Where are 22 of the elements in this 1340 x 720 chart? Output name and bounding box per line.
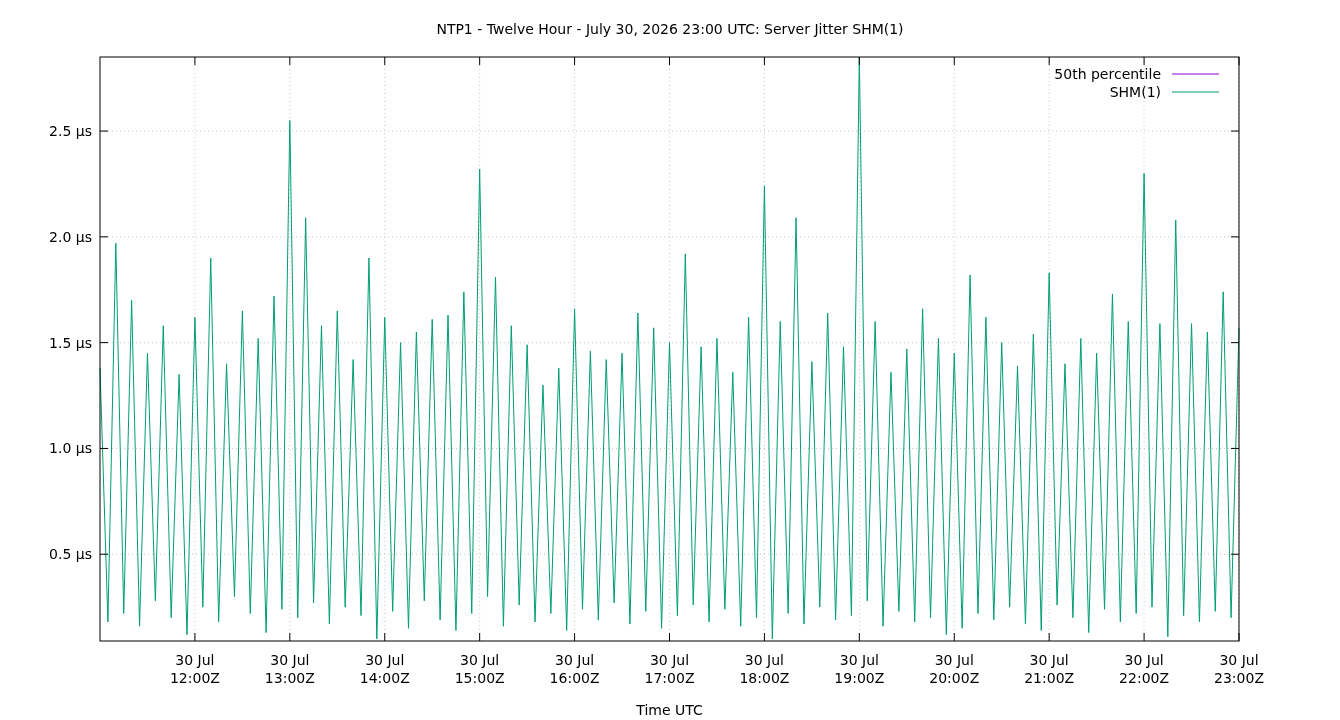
line-series bbox=[99, 56, 1240, 640]
y-tick-label: 0.5 µs bbox=[49, 546, 92, 563]
x-tick-label: 30 Jul 23:00Z bbox=[1214, 652, 1264, 686]
x-tick-label: 30 Jul 13:00Z bbox=[264, 652, 315, 686]
y-tick-label: 2.0 µs bbox=[49, 228, 92, 245]
x-tick-label: 30 Jul 12:00Z bbox=[169, 652, 220, 686]
chart-title: NTP1 - Twelve Hour - July 30, 2026 23:00 UTC: Server Jitter SHM(1) bbox=[436, 21, 904, 37]
y-tick-label: 2.5 µs bbox=[49, 122, 92, 139]
legend-label: 50th percentile bbox=[1054, 65, 1161, 82]
x-axis-title: Time UTC bbox=[635, 702, 703, 718]
y-tick-label: 1.0 µs bbox=[49, 440, 92, 457]
y-tick-label: 1.5 µs bbox=[49, 334, 92, 351]
legend-label: SHM(1) bbox=[1109, 83, 1161, 100]
x-tick-label: 30 Jul 22:00Z bbox=[1119, 652, 1170, 686]
x-tick-label: 30 Jul 15:00Z bbox=[454, 652, 505, 686]
x-tick-label: 30 Jul 16:00Z bbox=[549, 652, 600, 686]
x-tick-label: 30 Jul 20:00Z bbox=[929, 652, 980, 686]
x-tick-label: 30 Jul 18:00Z bbox=[739, 652, 790, 686]
x-tick-label: 30 Jul 21:00Z bbox=[1024, 652, 1075, 686]
x-tick-label: 30 Jul 17:00Z bbox=[644, 652, 695, 686]
x-tick-label: 30 Jul 14:00Z bbox=[359, 652, 410, 686]
x-tick-label: 30 Jul 19:00Z bbox=[834, 652, 885, 686]
